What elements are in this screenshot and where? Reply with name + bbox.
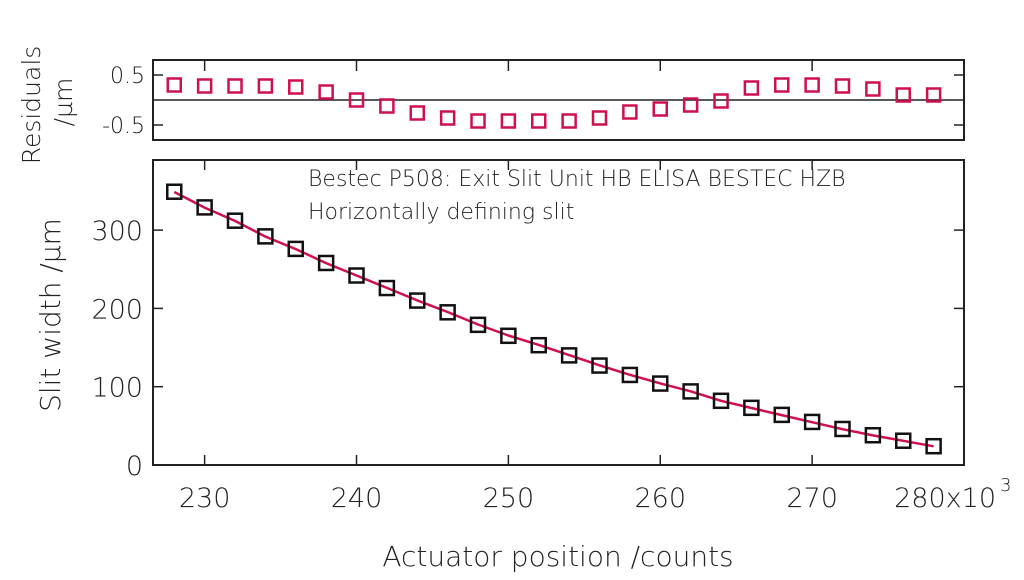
residual-point: [743, 80, 760, 96]
data-point: [348, 267, 365, 284]
data-point: [469, 316, 487, 334]
y-tick-label: 300: [91, 216, 143, 247]
y-tick-label: 100: [91, 373, 143, 404]
data-point: [803, 413, 821, 431]
residual-point: [865, 81, 881, 97]
residual-point: [470, 113, 486, 129]
xlabel: Actuator position /counts: [382, 540, 733, 573]
annotation-line1: Bestec P508: Exit Slit Unit HB ELISA BES…: [308, 167, 846, 192]
residual-point: [500, 113, 517, 129]
residual-point: [622, 104, 638, 120]
data-point: [773, 406, 791, 424]
data-point: [864, 426, 882, 444]
residual-point: [196, 78, 213, 94]
residual-point: [591, 110, 608, 126]
data-point: [591, 357, 608, 374]
x-tick-label: 250: [483, 483, 535, 514]
residual-point: [439, 110, 456, 126]
data-point: [317, 254, 335, 272]
data-point: [743, 399, 760, 417]
x-tick-label: 270: [786, 483, 838, 514]
residual-point: [166, 77, 183, 93]
data-point: [530, 336, 548, 354]
residuals-panel: 0.5 -0.5: [102, 59, 965, 141]
residual-point: [288, 79, 304, 95]
residual-point: [257, 78, 274, 94]
y-tick-label: 200: [91, 294, 143, 325]
residual-point: [561, 113, 577, 129]
residuals-ylabel: Residuals: [17, 46, 46, 165]
residual-point: [925, 87, 942, 103]
x-tick-label: 260: [634, 483, 686, 514]
data-point: [834, 420, 851, 438]
residual-point: [682, 97, 699, 113]
residual-point: [895, 87, 912, 103]
x-exponent: 3: [1000, 475, 1011, 496]
main-frame: [152, 159, 965, 466]
data-point: [226, 212, 244, 229]
residual-point: [379, 98, 395, 114]
data-point: [895, 432, 912, 449]
residual-point: [804, 77, 820, 93]
data-point: [378, 279, 396, 297]
x-tick-label: 280x10: [894, 483, 996, 514]
residual-point: [409, 105, 426, 121]
y-tick-label: 0: [126, 451, 143, 482]
main-ylabel: Slit width /µm: [34, 218, 67, 412]
data-point: [166, 183, 183, 200]
main-panel: 0 100 200 300 230 240 250 260 270 280x10 3: [91, 159, 1011, 514]
data-point: [439, 304, 456, 321]
residual-point: [834, 78, 851, 94]
data-point: [409, 292, 426, 309]
annotation-line2: Horizontally defining slit: [308, 200, 574, 225]
data-point: [621, 366, 639, 384]
residual-point: [531, 113, 547, 129]
data-point: [287, 240, 305, 258]
residual-point: [348, 92, 365, 108]
y-tick-label: -0.5: [102, 114, 145, 139]
data-point: [925, 437, 942, 455]
x-tick-label: 240: [331, 483, 383, 514]
data-point: [560, 347, 578, 364]
data-point: [682, 383, 699, 400]
residual-point: [227, 78, 243, 94]
residual-point: [318, 84, 334, 100]
x-tick-label: 230: [179, 483, 231, 514]
data-point: [652, 375, 669, 392]
residual-point: [774, 77, 790, 93]
data-point: [500, 327, 517, 345]
residuals-ylabel-unit: /µm: [49, 78, 78, 127]
data-point: [257, 228, 274, 245]
data-point: [712, 392, 730, 410]
data-point: [196, 199, 213, 216]
residual-point: [652, 101, 669, 117]
y-tick-label: 0.5: [110, 64, 145, 89]
residual-point: [713, 93, 729, 109]
fit-curve: [173, 190, 934, 448]
